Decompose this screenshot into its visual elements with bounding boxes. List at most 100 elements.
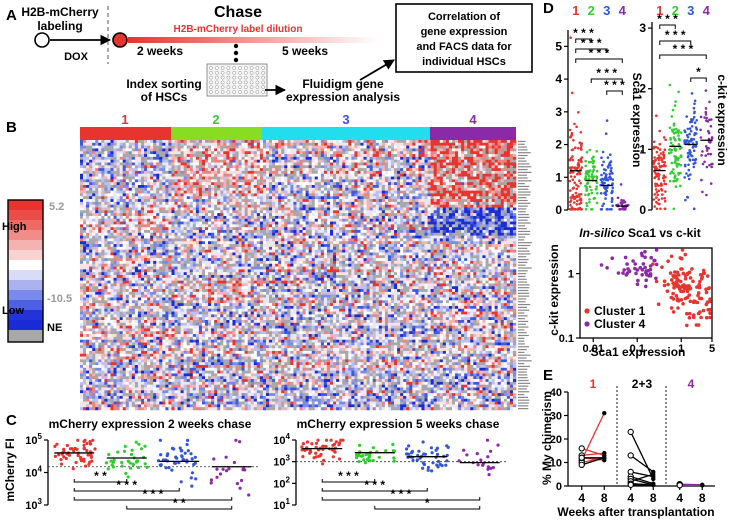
heatmap-cell: [162, 303, 166, 307]
heatmap-cell: [113, 283, 117, 287]
heatmap-cell: [119, 210, 123, 214]
heatmap-cell: [95, 252, 99, 256]
heatmap-cell: [147, 381, 151, 385]
heatmap-cell: [150, 156, 154, 160]
heatmap-cell: [162, 218, 166, 222]
heatmap-cell: [226, 359, 230, 363]
heatmap-cell: [95, 373, 99, 377]
heatmap-cell: [137, 210, 142, 214]
heatmap-cell: [162, 176, 166, 180]
heatmap-cell: [86, 370, 90, 374]
heatmap-cell: [211, 387, 215, 391]
heatmap-cell: [174, 235, 178, 239]
heatmap-cell: [107, 387, 111, 391]
heatmap-cell: [205, 162, 209, 166]
heatmap-cell: [156, 283, 160, 287]
heatmap-cell: [150, 308, 154, 312]
heatmap-cell: [223, 407, 227, 411]
heatmap-cell: [140, 221, 145, 225]
heatmap-cell: [162, 190, 166, 194]
heatmap-cell: [116, 283, 120, 287]
heatmap-cell: [217, 311, 221, 315]
heatmap-cell: [226, 230, 230, 234]
heatmap-cell: [89, 387, 93, 391]
heatmap-cell: [168, 294, 172, 298]
heatmap-cell: [171, 277, 175, 281]
heatmap-cell: [125, 224, 130, 228]
heatmap-cell: [125, 204, 130, 208]
heatmap-cell: [201, 286, 206, 290]
heatmap-cell: [134, 373, 139, 377]
heatmap-cell: [198, 395, 203, 399]
heatmap-cell: [137, 272, 142, 276]
heatmap-cell: [92, 297, 96, 301]
heatmap-cell: [86, 182, 90, 186]
heatmap-cell: [208, 207, 212, 211]
heatmap-cell: [137, 367, 142, 371]
heatmap-cell: [95, 258, 99, 262]
heatmap-cell: [232, 303, 236, 307]
heatmap-cell: [165, 404, 169, 408]
heatmap-cell: [125, 227, 130, 231]
heatmap-cell: [159, 176, 163, 180]
heatmap-cell: [162, 280, 166, 284]
heatmap-cell: [192, 269, 197, 273]
heatmap-cell: [180, 215, 184, 219]
heatmap-cell: [156, 179, 160, 183]
heatmap-cell: [226, 154, 230, 158]
heatmap-cell: [125, 230, 130, 234]
heatmap-cell: [208, 162, 212, 166]
heatmap-cell: [156, 266, 160, 270]
heatmap-cell: [211, 168, 215, 172]
heatmap-cell: [110, 367, 114, 371]
heatmap-cell: [189, 162, 194, 166]
heatmap-cell: [159, 162, 163, 166]
heatmap-cell: [201, 373, 206, 377]
heatmap-cell: [223, 190, 227, 194]
heatmap-cell: [226, 176, 230, 180]
heatmap-cell: [147, 224, 151, 228]
heatmap-cell: [122, 238, 126, 242]
heatmap-cell: [177, 176, 181, 180]
heatmap-cell: [150, 255, 154, 259]
heatmap-cell: [177, 218, 181, 222]
heatmap-cell: [177, 232, 181, 236]
correlation-arrow: [359, 59, 395, 81]
unlabeled-hsc-icon: [34, 32, 50, 48]
heatmap-cell: [107, 275, 111, 279]
heatmap-cell: [162, 204, 166, 208]
heatmap-cell: [92, 246, 96, 250]
heatmap-cell: [159, 370, 163, 374]
heatmap-cell: [180, 201, 184, 205]
heatmap-cell: [214, 376, 218, 380]
heatmap-cell: [147, 154, 151, 158]
heatmap-cell: [189, 269, 194, 273]
heatmap-cell: [217, 221, 221, 225]
heatmap-cell: [156, 201, 160, 205]
heatmap-cell: [156, 154, 160, 158]
heatmap-cell: [147, 255, 151, 259]
heatmap-cell: [186, 320, 191, 324]
heatmap-cell: [144, 348, 148, 352]
heatmap-cell: [116, 404, 120, 408]
heatmap-cell: [195, 272, 200, 276]
heatmap-cell: [113, 266, 117, 270]
heatmap-cell: [205, 252, 209, 256]
heatmap-cell: [159, 356, 163, 360]
heatmap-cell: [89, 291, 93, 295]
heatmap-cell: [150, 221, 154, 225]
heatmap-cell: [223, 362, 227, 366]
heatmap-cell: [140, 227, 145, 231]
heatmap-cell: [168, 359, 172, 363]
heatmap-cell: [205, 221, 209, 225]
heatmap-cell: [226, 297, 230, 301]
heatmap-cell: [189, 348, 194, 352]
heatmap-cell: [201, 201, 206, 205]
heatmap-cell: [92, 356, 96, 360]
heatmap-cell: [162, 244, 166, 248]
heatmap-cell: [168, 244, 172, 248]
heatmap-cell: [107, 401, 111, 405]
heatmap-cell: [153, 227, 157, 231]
heatmap-cell: [232, 362, 236, 366]
heatmap-cell: [201, 213, 206, 217]
